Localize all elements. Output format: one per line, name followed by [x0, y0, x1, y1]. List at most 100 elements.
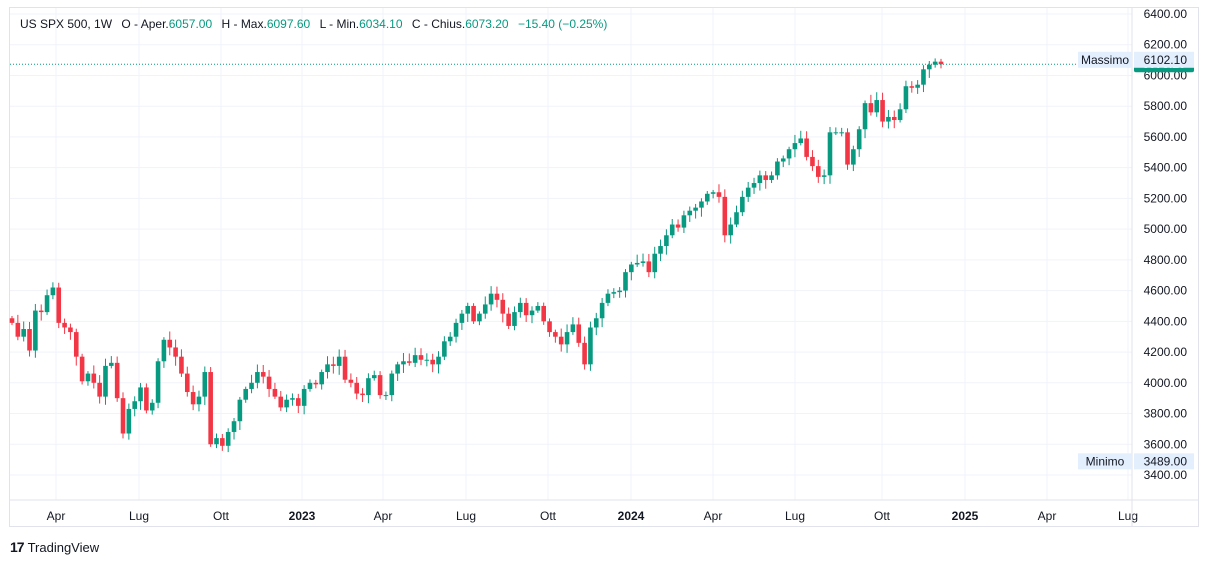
candle-up: [255, 364, 260, 389]
candle-down: [208, 366, 213, 447]
y-tick-label: 6400.00: [1144, 7, 1188, 21]
candle-up: [103, 358, 108, 405]
candle-body: [348, 379, 354, 383]
candle-up: [564, 324, 570, 353]
candle-body: [190, 392, 196, 405]
candle-up: [669, 218, 675, 239]
y-tick-label: 3600.00: [1144, 437, 1188, 451]
candle-up: [482, 296, 488, 319]
candle-body: [196, 396, 202, 405]
chart-frame: [9, 7, 1199, 527]
candle-down: [295, 393, 301, 414]
candle-down: [266, 370, 272, 397]
candle-up: [886, 110, 891, 129]
candle-down: [845, 128, 850, 170]
candle-down: [558, 328, 564, 352]
candle-body: [932, 61, 938, 65]
candle-body: [734, 212, 739, 225]
tradingview-logo[interactable]: 17 TradingView: [10, 539, 99, 555]
candle-down: [582, 336, 587, 370]
candle-body: [909, 86, 915, 88]
candle-body: [780, 158, 786, 162]
candle-up: [436, 351, 441, 374]
candle-body: [342, 356, 348, 380]
candle-body: [903, 86, 909, 110]
candle-body: [833, 132, 839, 134]
candle-body: [699, 201, 704, 208]
x-tick-label: Apr: [374, 509, 393, 523]
candle-down: [190, 385, 196, 411]
candle-body: [255, 372, 260, 383]
candle-body: [249, 382, 254, 389]
candle-body: [874, 100, 880, 113]
candle-body: [109, 362, 114, 366]
candle-body: [103, 365, 108, 397]
candle-up: [512, 306, 517, 331]
candle-down: [79, 353, 85, 385]
candle-up: [21, 321, 26, 342]
candle-up: [477, 311, 482, 326]
candle-down: [114, 356, 120, 402]
candle-up: [85, 371, 91, 386]
brand-name: TradingView: [27, 539, 100, 555]
candle-body: [927, 64, 932, 70]
y-tick-label: 3400.00: [1144, 468, 1188, 482]
candle-down: [675, 219, 681, 232]
candle-down: [880, 92, 885, 128]
candle-body: [430, 359, 435, 365]
candle-body: [85, 373, 91, 382]
candle-body: [395, 364, 400, 374]
candle-down: [62, 318, 67, 334]
candle-body: [68, 327, 73, 333]
candle-up: [915, 80, 920, 94]
candle-body: [284, 399, 289, 408]
low-marker-label-bg: [1078, 453, 1132, 470]
candle-body: [482, 304, 488, 314]
candle-down: [377, 371, 383, 399]
candle-down: [167, 331, 173, 356]
candle-down: [348, 373, 354, 388]
low-marker-value-bg: [1134, 453, 1194, 470]
candle-down: [810, 150, 815, 171]
candle-body: [512, 312, 517, 326]
candle-body: [582, 342, 587, 365]
candle-down: [716, 184, 722, 203]
candle-body: [336, 356, 342, 366]
candle-body: [44, 295, 50, 313]
high-marker-label-bg: [1078, 51, 1132, 68]
candle-body: [272, 388, 278, 397]
candle-up: [827, 126, 833, 184]
candle-up: [833, 127, 839, 136]
candle-body: [862, 103, 868, 130]
candle-body: [558, 336, 564, 345]
candle-down: [220, 433, 225, 451]
candle-up: [442, 336, 447, 361]
candle-body: [295, 398, 301, 406]
candle-body: [138, 387, 143, 402]
candle-up: [798, 130, 804, 146]
y-tick-label: 4600.00: [1144, 284, 1188, 298]
candle-body: [599, 302, 605, 319]
candle-down: [523, 298, 529, 322]
candle-down: [804, 131, 809, 161]
candle-up: [775, 158, 780, 180]
axis-layer: 3400.00 3600.00 3800.00 4000.00 4200.00 4400.…: [10, 7, 1199, 527]
open-label: O - Aper.: [121, 17, 169, 31]
candle-body: [564, 332, 570, 345]
candle-body: [412, 355, 418, 363]
candle-up: [856, 126, 862, 157]
candle-up: [681, 210, 687, 233]
candle-body: [173, 347, 178, 357]
candle-up: [623, 269, 628, 298]
candle-up: [243, 386, 249, 403]
candle-down: [173, 339, 178, 366]
candle-body: [640, 261, 646, 263]
candle-body: [839, 132, 844, 134]
candle-body: [669, 224, 675, 236]
candle-up: [237, 396, 243, 430]
candle-body: [722, 196, 728, 236]
candle-up: [921, 65, 926, 93]
candle-down: [73, 328, 79, 366]
candle-up: [664, 229, 669, 255]
